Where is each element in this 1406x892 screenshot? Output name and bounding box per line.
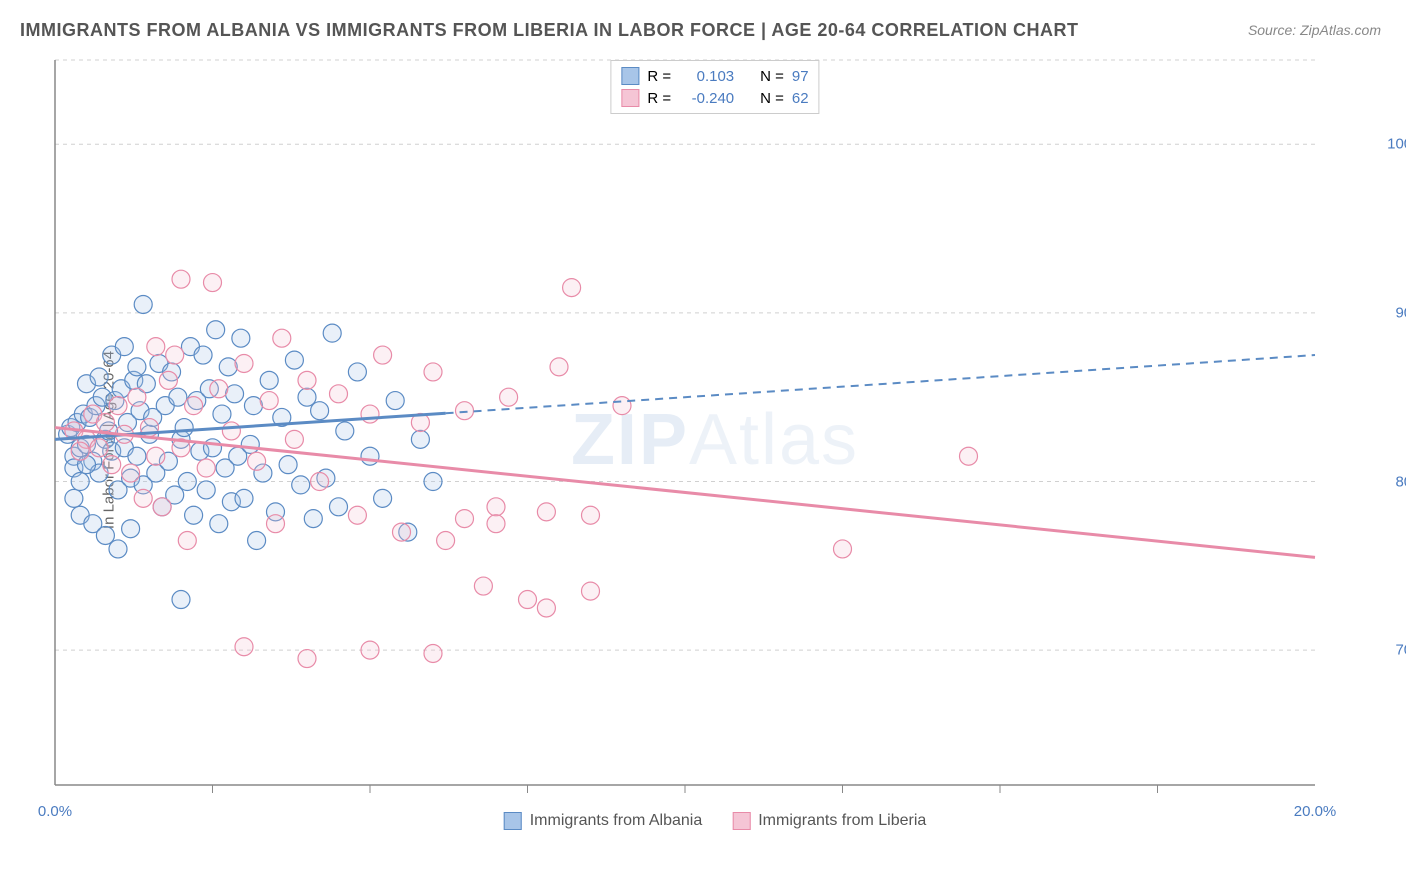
chart-area: In Labor Force | Age 20-64 ZIPAtlas R = … [50,55,1380,825]
n-label: N = [760,90,784,107]
n-label: N = [760,68,784,85]
chart-title: IMMIGRANTS FROM ALBANIA VS IMMIGRANTS FR… [20,20,1079,41]
r-label: R = [647,68,671,85]
correlation-legend: R = 0.103 N = 97 R = -0.240 N = 62 [610,60,819,114]
ytick-label: 90.0% [1395,304,1406,321]
xtick-label: 0.0% [38,803,72,820]
legend-row-liberia: R = -0.240 N = 62 [621,87,808,109]
swatch-albania-icon [504,812,522,830]
ytick-label: 80.0% [1395,473,1406,490]
swatch-albania [621,67,639,85]
r-label: R = [647,90,671,107]
legend-item-albania: Immigrants from Albania [504,812,703,830]
r-value-albania: 0.103 [679,68,734,85]
xtick-label: 20.0% [1294,803,1337,820]
r-value-liberia: -0.240 [679,90,734,107]
swatch-liberia-icon [732,812,750,830]
ytick-label: 100.0% [1387,136,1406,153]
swatch-liberia [621,89,639,107]
n-value-liberia: 62 [792,90,809,107]
legend-label-liberia: Immigrants from Liberia [758,812,926,830]
ytick-label: 70.0% [1395,642,1406,659]
chart-container: IMMIGRANTS FROM ALBANIA VS IMMIGRANTS FR… [0,0,1406,892]
legend-item-liberia: Immigrants from Liberia [732,812,926,830]
n-value-albania: 97 [792,68,809,85]
legend-row-albania: R = 0.103 N = 97 [621,65,808,87]
series-legend: Immigrants from Albania Immigrants from … [504,812,927,830]
source-label: Source: ZipAtlas.com [1248,22,1381,38]
scatter-plot [50,55,1380,825]
legend-label-albania: Immigrants from Albania [530,812,703,830]
